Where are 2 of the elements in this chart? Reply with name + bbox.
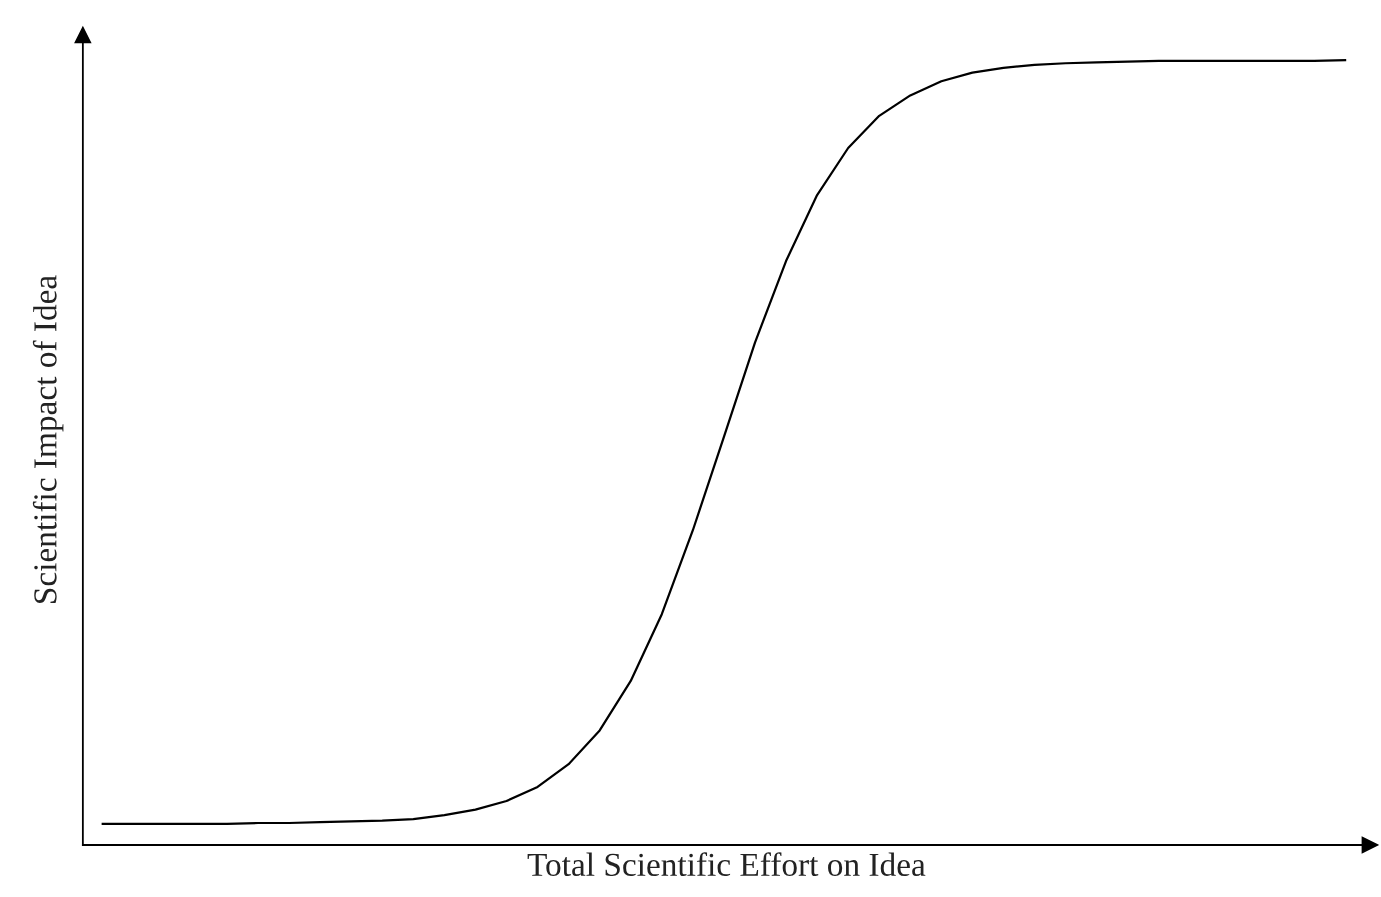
y-axis-title: Scientific Impact of Idea bbox=[32, 275, 64, 603]
x-axis-title: Total Scientific Effort on Idea bbox=[527, 852, 926, 877]
